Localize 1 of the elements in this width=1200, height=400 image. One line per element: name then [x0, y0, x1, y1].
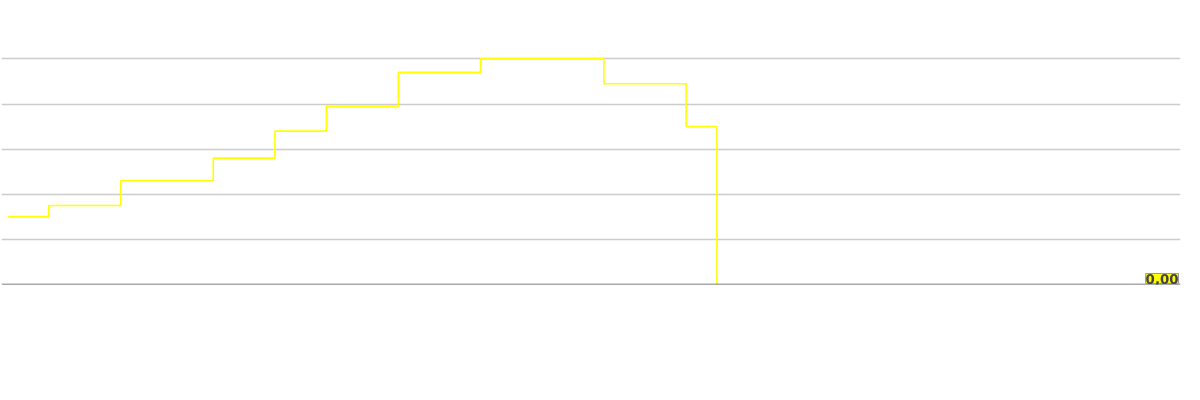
text: 0,00 [1145, 271, 1179, 287]
